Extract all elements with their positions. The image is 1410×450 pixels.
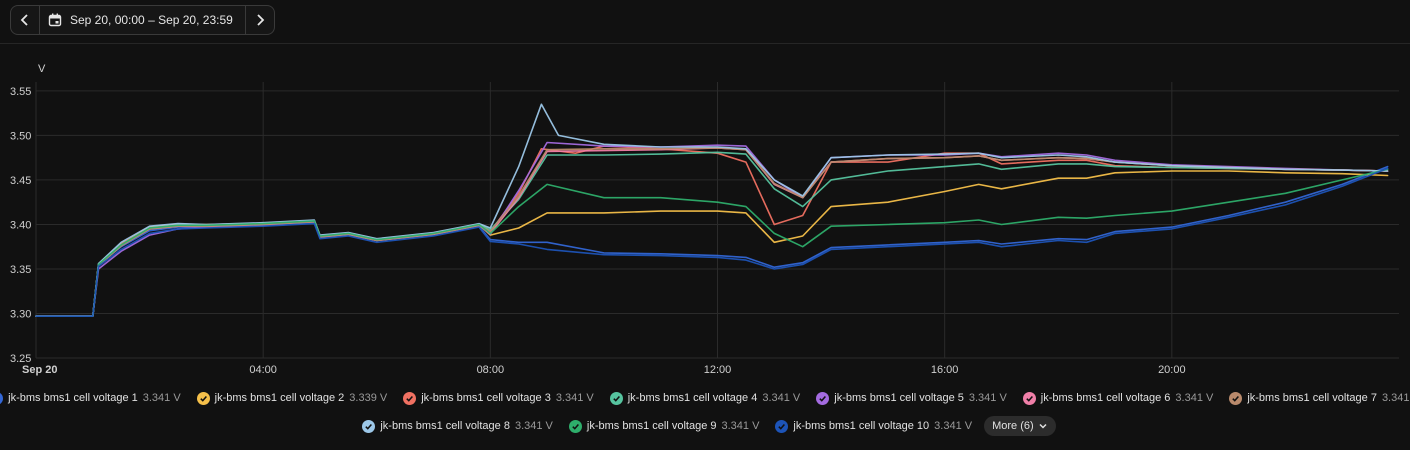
legend-checkbox — [1022, 391, 1036, 405]
legend-series-value: 3.341 V — [1175, 392, 1214, 404]
legend-series-name: jk-bms bms1 cell voltage 8 — [380, 420, 510, 432]
check-icon — [819, 395, 827, 402]
y-tick-label: 3.25 — [10, 353, 31, 365]
x-tick-label: 08:00 — [477, 364, 505, 376]
date-range-label: Sep 20, 00:00 – Sep 20, 23:59 — [70, 13, 233, 27]
x-tick-label: Sep 20 — [22, 364, 57, 376]
legend-series-name: jk-bms bms1 cell voltage 5 — [834, 392, 964, 404]
y-tick-label: 3.50 — [10, 130, 31, 142]
check-icon — [406, 395, 414, 402]
more-series-button[interactable]: More (6) — [984, 416, 1056, 436]
legend-series-name: jk-bms bms1 cell voltage 7 — [1247, 392, 1377, 404]
legend-checkbox — [362, 419, 376, 433]
check-icon — [778, 423, 786, 430]
legend-item-9[interactable]: jk-bms bms1 cell voltage 9 3.341 V — [568, 416, 760, 436]
series-line-5 — [35, 141, 1389, 318]
legend-series-value: 3.341 V — [968, 392, 1007, 404]
series-line-10 — [35, 167, 1389, 318]
header-divider — [0, 43, 1410, 44]
check-icon — [612, 395, 620, 402]
series-line-8 — [35, 103, 1389, 318]
series-line-6 — [35, 147, 1389, 318]
legend-series-name: jk-bms bms1 cell voltage 6 — [1040, 392, 1171, 404]
legend-checkbox — [609, 391, 623, 405]
legend-series-name: jk-bms bms1 cell voltage 2 — [214, 392, 345, 404]
x-tick-label: 16:00 — [931, 364, 959, 376]
x-tick-label: 04:00 — [249, 364, 277, 376]
check-icon — [572, 423, 579, 430]
legend-series-name: jk-bms bms1 cell voltage 4 — [627, 392, 758, 404]
legend-item-5[interactable]: jk-bms bms1 cell voltage 5 3.341 V — [816, 388, 1007, 408]
next-period-button[interactable] — [246, 6, 274, 34]
chevron-down-icon — [1039, 423, 1047, 429]
chart-axes: 3.25 3.30 3.35 3.40 3.45 3.50 3.55 Sep 20 04:00 0… — [10, 63, 1186, 376]
legend-series-value: 3.341 V — [721, 420, 760, 432]
date-range-picker[interactable]: Sep 20, 00:00 – Sep 20, 23:59 — [39, 6, 246, 34]
y-tick-label: 3.30 — [10, 308, 31, 320]
legend-checkbox — [568, 419, 582, 433]
legend-series-name: jk-bms bms1 cell voltage 1 — [8, 392, 138, 404]
legend-item-10[interactable]: jk-bms bms1 cell voltage 10 3.341 V — [775, 416, 972, 436]
legend-series-value: 3.341 V — [1381, 392, 1410, 404]
y-tick-label: 3.35 — [10, 264, 31, 276]
y-tick-label: 3.45 — [10, 175, 31, 187]
date-range-toolbar: Sep 20, 00:00 – Sep 20, 23:59 — [10, 5, 275, 35]
legend-series-name: jk-bms bms1 cell voltage 10 — [793, 420, 930, 432]
legend-item-1[interactable]: jk-bms bms1 cell voltage 1 3.341 V — [0, 388, 181, 408]
legend-series-name: jk-bms bms1 cell voltage 9 — [586, 420, 717, 432]
legend-series-value: 3.341 V — [514, 420, 553, 432]
chart-series — [35, 103, 1389, 318]
legend-checkbox — [196, 391, 210, 405]
series-line-4 — [35, 151, 1389, 318]
check-icon — [199, 395, 207, 402]
legend-series-value: 3.341 V — [934, 420, 973, 432]
legend-item-6[interactable]: jk-bms bms1 cell voltage 6 3.341 V — [1022, 388, 1214, 408]
chart-grid — [35, 82, 1399, 359]
previous-period-button[interactable] — [11, 6, 39, 34]
check-icon — [1232, 395, 1240, 402]
legend-item-7[interactable]: jk-bms bms1 cell voltage 7 3.341 V — [1229, 388, 1410, 408]
legend-checkbox — [816, 391, 830, 405]
legend-item-4[interactable]: jk-bms bms1 cell voltage 4 3.341 V — [609, 388, 801, 408]
y-tick-label: 3.55 — [10, 86, 31, 98]
more-series-label: More (6) — [992, 420, 1034, 432]
legend-series-value: 3.341 V — [762, 392, 801, 404]
legend-series-name: jk-bms bms1 cell voltage 3 — [421, 392, 551, 404]
legend-item-3[interactable]: jk-bms bms1 cell voltage 3 3.341 V — [403, 388, 594, 408]
legend-series-value: 3.341 V — [555, 392, 594, 404]
check-icon — [1026, 395, 1033, 402]
calendar-icon — [48, 13, 62, 27]
x-tick-label: 20:00 — [1158, 364, 1186, 376]
chevron-right-icon — [257, 14, 265, 26]
y-axis-unit-label: V — [38, 63, 46, 75]
legend-item-2[interactable]: jk-bms bms1 cell voltage 2 3.339 V — [196, 388, 388, 408]
series-line-1 — [35, 165, 1389, 318]
series-line-7 — [35, 147, 1389, 318]
legend-checkbox — [775, 419, 789, 433]
series-line-2 — [35, 170, 1389, 318]
legend-series-value: 3.341 V — [142, 392, 181, 404]
legend-checkbox — [0, 391, 4, 405]
series-line-9 — [35, 168, 1389, 318]
voltage-line-chart: 3.25 3.30 3.35 3.40 3.45 3.50 3.55 Sep 20 04:00 0… — [10, 63, 1399, 376]
check-icon — [0, 396, 1, 397]
legend-item-8[interactable]: jk-bms bms1 cell voltage 8 3.341 V — [362, 416, 553, 436]
chevron-left-icon — [20, 14, 28, 26]
legend-checkbox — [1229, 391, 1243, 405]
check-icon — [365, 423, 373, 430]
legend-series-value: 3.339 V — [349, 392, 388, 404]
x-tick-label: 12:00 — [704, 364, 732, 376]
legend-checkbox — [403, 391, 417, 405]
y-tick-label: 3.40 — [10, 219, 31, 231]
